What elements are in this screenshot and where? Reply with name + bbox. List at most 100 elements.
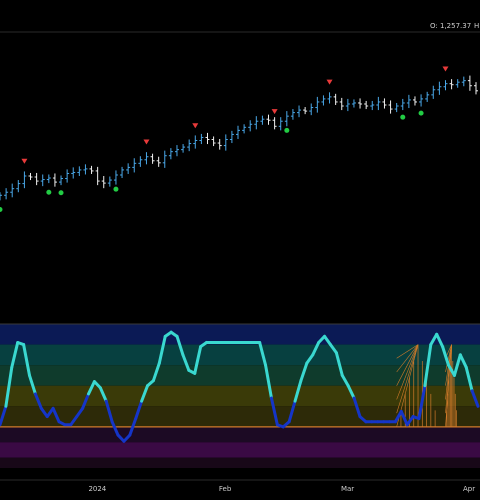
ohlc-bar <box>144 152 149 165</box>
ohlc-bar <box>260 115 265 125</box>
hatch-diagonal <box>396 344 419 373</box>
ohlc-bar <box>16 180 21 193</box>
ohlc-bar <box>370 100 375 111</box>
ohlc-bar <box>443 80 448 91</box>
oscillator-segment <box>175 334 185 357</box>
ohlc-bar <box>168 148 173 160</box>
hatch-diagonal <box>396 344 419 400</box>
oscillator-segment <box>39 406 49 419</box>
ohlc-bar <box>412 96 417 106</box>
ohlc-bar <box>34 172 39 186</box>
ohlc-bar <box>419 94 424 107</box>
ohlc-bar <box>266 114 271 125</box>
buy-signal-marker <box>418 110 424 116</box>
oscillator-segment <box>151 361 161 383</box>
ohlc-bar <box>315 96 320 113</box>
ohlc-bar <box>65 169 70 183</box>
buy-signal-marker <box>113 186 119 192</box>
ohlc-bar <box>364 100 369 110</box>
ohlc-bar <box>217 138 222 150</box>
oscillator-segment <box>157 334 167 365</box>
sell-signal-marker <box>326 79 333 85</box>
oscillator-segment <box>311 341 321 357</box>
ohlc-bar <box>89 165 94 174</box>
oscillator-segment <box>134 399 144 421</box>
ohlc-bar <box>236 125 240 139</box>
ohlc-bar <box>303 107 308 115</box>
oscillator-segment <box>470 389 480 408</box>
ohlc-bar <box>406 94 411 109</box>
ohlc-bar <box>321 95 326 106</box>
ohlc-bar <box>10 183 15 198</box>
ohlc-bar <box>284 111 289 127</box>
oscillator-segment <box>435 332 445 349</box>
ohlc-bar <box>309 103 314 116</box>
price-panel <box>0 31 480 212</box>
oscillator-band <box>0 406 480 427</box>
oscillator-band <box>0 442 480 458</box>
ohlc-bar <box>28 172 33 181</box>
ohlc-bar <box>150 153 155 164</box>
oscillator-segment <box>81 392 91 410</box>
oscillator-segment <box>352 396 362 419</box>
sell-signal-marker <box>442 66 449 72</box>
ohlc-bar <box>272 117 277 130</box>
ohlc-bar <box>388 100 393 114</box>
oscillator-segment <box>28 373 37 396</box>
oscillator-segment <box>305 353 315 365</box>
hatch-diagonal <box>396 344 419 414</box>
ohlc-bar <box>248 120 253 132</box>
oscillator-segment <box>69 415 79 427</box>
high-prefix: H: <box>474 22 480 30</box>
ohlc-bar <box>382 98 387 109</box>
ohlc-bar <box>138 156 143 167</box>
ohlc-bar <box>431 85 436 99</box>
ohlc-bar <box>46 174 51 184</box>
ohlc-bar <box>254 116 259 130</box>
oscillator-segment <box>458 353 468 369</box>
oscillator-band <box>0 344 480 366</box>
ohlc-bar <box>400 98 405 111</box>
oscillator-segment <box>128 417 138 437</box>
ohlc-bar <box>223 134 228 151</box>
ohlc-bar <box>113 170 118 185</box>
ohlc-bar <box>474 82 478 95</box>
oscillator-segment <box>98 386 108 403</box>
ohlc-bar <box>156 156 161 167</box>
oscillator-segment <box>264 363 273 400</box>
oscillator-segment <box>393 409 403 424</box>
ohlc-bar <box>95 166 100 186</box>
oscillator-segment <box>399 409 409 427</box>
ohlc-bar <box>205 132 210 145</box>
oscillator-band <box>0 324 480 345</box>
oscillator-segment <box>258 341 268 367</box>
time-axis: 2024 Feb Mar Apr <box>0 479 480 493</box>
ohlc-bar <box>4 188 9 200</box>
ohlc-bar <box>229 130 234 144</box>
ohlc-bar <box>242 124 247 134</box>
oscillator-segment <box>4 365 14 408</box>
ohlc-bar <box>376 96 381 111</box>
oscillator-segment <box>340 373 350 388</box>
hatch-diagonal <box>445 344 452 373</box>
oscillator-segment <box>33 392 43 410</box>
oscillator-segment <box>429 332 439 347</box>
oscillator-segment <box>22 343 32 377</box>
buy-signal-marker <box>400 114 406 120</box>
ohlc-bar <box>425 91 430 102</box>
oscillator-band <box>0 457 480 468</box>
oscillator-segment <box>87 380 96 396</box>
ohlc-bar <box>394 102 399 113</box>
signal-markers <box>0 66 449 212</box>
oscillator-segment <box>328 343 338 355</box>
ohlc-bar <box>211 136 216 147</box>
ohlc-bar <box>297 105 302 118</box>
ohlc-bar <box>59 175 64 186</box>
oscillator-segment <box>10 341 20 369</box>
oscillator-segment <box>287 399 297 424</box>
ohlc-bar <box>358 98 363 109</box>
ohlc-bar <box>71 167 76 179</box>
time-axis-label: Apr <box>463 485 475 493</box>
ohlc-bar <box>107 176 112 187</box>
